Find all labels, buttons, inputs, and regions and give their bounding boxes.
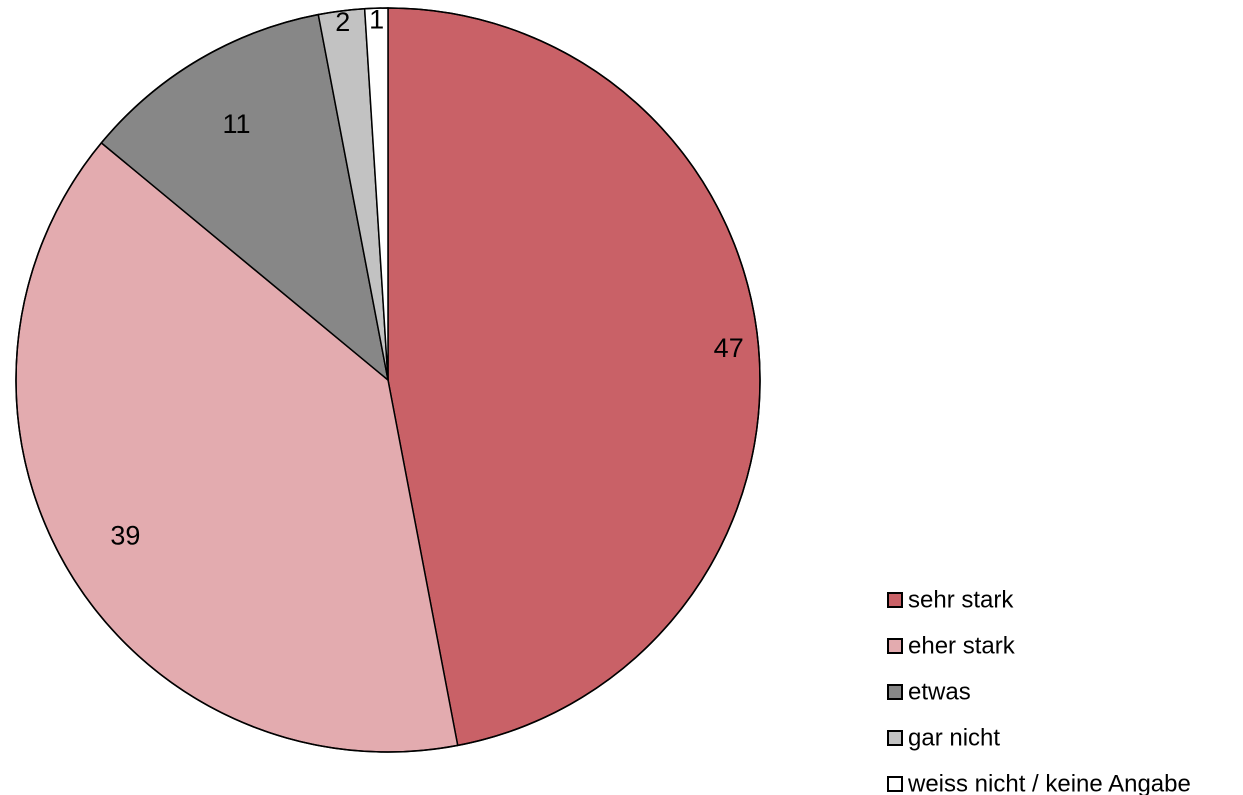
legend: sehr stark eher stark etwas gar nicht weiss … (887, 587, 1191, 795)
pie-data-label: 47 (714, 333, 744, 363)
pie-data-label: 2 (335, 7, 350, 37)
pie-data-label: 11 (222, 109, 250, 139)
legend-label: eher stark (908, 633, 1016, 660)
legend-label: sehr stark (908, 587, 1014, 614)
legend-swatch (887, 730, 903, 746)
pie-data-label: 1 (369, 4, 384, 34)
legend-swatch (887, 776, 903, 792)
pie-slices (15, 7, 761, 753)
legend-label: weiss nicht / keine Angabe (907, 771, 1191, 795)
legend-swatch (887, 592, 903, 608)
pie-data-labels: 47 39 11 2 1 (110, 4, 743, 550)
legend-label: gar nicht (908, 725, 1000, 752)
legend-label: etwas (908, 679, 971, 706)
pie-outline (15, 7, 761, 753)
legend-swatch (887, 684, 903, 700)
pie-slice (387, 7, 761, 747)
pie-data-label: 39 (110, 520, 140, 550)
legend-swatch (887, 638, 903, 654)
